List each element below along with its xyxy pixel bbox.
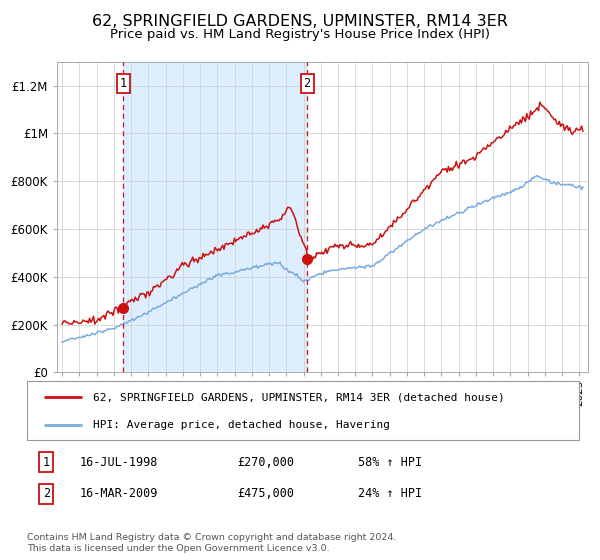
Text: 16-JUL-1998: 16-JUL-1998 — [79, 455, 158, 469]
Text: HPI: Average price, detached house, Havering: HPI: Average price, detached house, Have… — [93, 420, 390, 430]
FancyBboxPatch shape — [27, 381, 579, 440]
Bar — [123, 62, 307, 372]
Text: 2: 2 — [304, 77, 311, 90]
Text: 62, SPRINGFIELD GARDENS, UPMINSTER, RM14 3ER (detached house): 62, SPRINGFIELD GARDENS, UPMINSTER, RM14… — [93, 392, 505, 402]
Text: 16-MAR-2009: 16-MAR-2009 — [79, 487, 158, 501]
Text: 62, SPRINGFIELD GARDENS, UPMINSTER, RM14 3ER: 62, SPRINGFIELD GARDENS, UPMINSTER, RM14… — [92, 14, 508, 29]
Text: £270,000: £270,000 — [237, 455, 294, 469]
Text: 24% ↑ HPI: 24% ↑ HPI — [358, 487, 422, 501]
Text: 2: 2 — [43, 487, 50, 501]
Text: 1: 1 — [119, 77, 127, 90]
Text: Price paid vs. HM Land Registry's House Price Index (HPI): Price paid vs. HM Land Registry's House … — [110, 28, 490, 41]
Text: 58% ↑ HPI: 58% ↑ HPI — [358, 455, 422, 469]
Text: £475,000: £475,000 — [237, 487, 294, 501]
Text: Contains HM Land Registry data © Crown copyright and database right 2024.
This d: Contains HM Land Registry data © Crown c… — [27, 533, 397, 553]
Text: 1: 1 — [43, 455, 50, 469]
